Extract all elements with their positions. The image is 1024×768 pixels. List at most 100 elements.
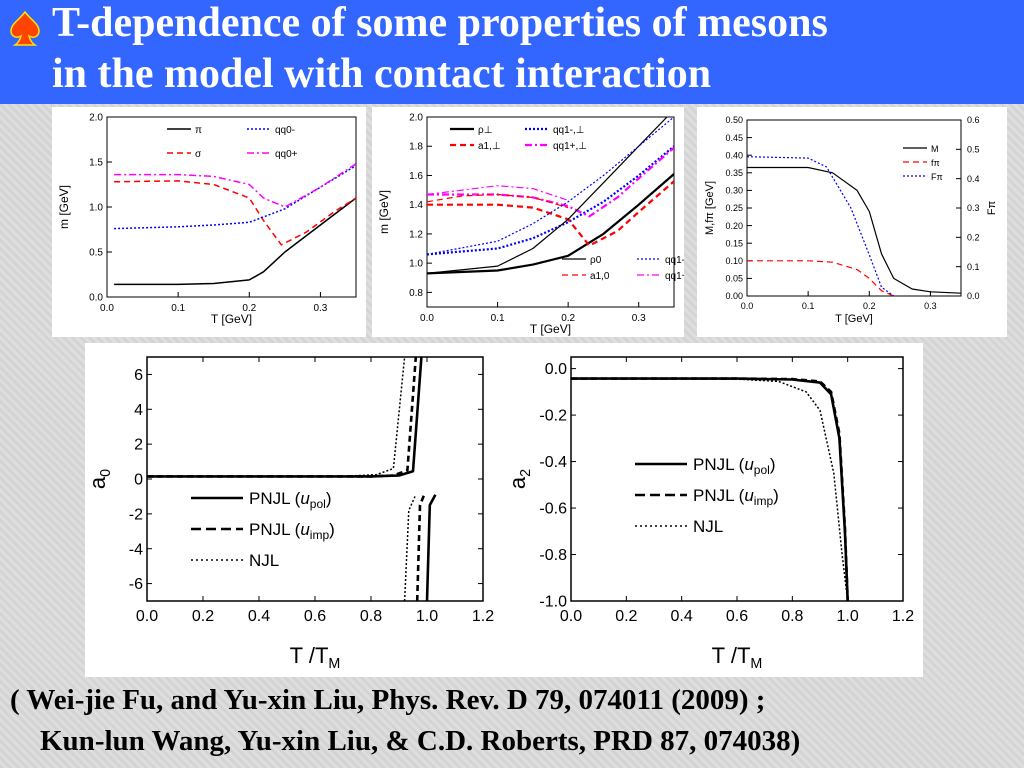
c4-legend-sub: pol (310, 497, 326, 511)
c1-series-1-line (114, 180, 356, 246)
c2-x-tick-label: 0.0 (420, 313, 434, 324)
c2-legend-label: a1,0 (590, 271, 610, 282)
c3-series-2-line (747, 156, 895, 296)
c3-plot-frame (746, 119, 962, 297)
c5-series-group (571, 377, 849, 601)
c2-x-tick-label: 0.1 (491, 313, 505, 324)
c4-x-tick-label: 0.2 (192, 608, 214, 625)
c3-y-tick-label: 0.40 (725, 150, 743, 160)
c4-legend-text: NJL (249, 551, 279, 570)
c4-x-axis-label-text: T /T (290, 643, 329, 668)
c2-y-tick-label: 0.8 (409, 288, 423, 299)
c4-series-2-line (403, 494, 417, 601)
c2-legend-label: ρ⊥ (478, 125, 492, 136)
c4-y-axis-label: a0 (85, 469, 114, 489)
c4-y-tick-label: 4 (134, 402, 143, 419)
c2-series-7-line (427, 185, 569, 201)
c2-x-tick-label: 0.3 (632, 313, 646, 324)
c3-x-axis-label: T [GeV] (835, 313, 873, 325)
c2-series-5-line (427, 117, 674, 255)
c5-legend-var: u (744, 486, 754, 505)
c1-y-tick-label: 0.0 (89, 293, 103, 304)
c4-x-tick-label: 0.8 (360, 608, 382, 625)
c1-series-2-line (114, 164, 356, 230)
c2-series-2-line (427, 180, 674, 247)
c3-y2-tick-label: 0.0 (967, 291, 980, 301)
c2-series-3-line (427, 146, 674, 218)
c2-series-group (427, 117, 674, 275)
c3-x-tick-label: 0.2 (863, 301, 876, 311)
c4-y-tick-label: 0 (134, 472, 143, 489)
c3-y-tick-label: 0.45 (725, 133, 743, 143)
c3-legend-label: M (931, 144, 939, 154)
c4-y-tick-label: -2 (129, 506, 143, 523)
c2-legend-label: a1,⊥ (478, 141, 501, 152)
c4-legend-label: PNJL (upol) (249, 489, 331, 511)
c3-x-tick-label: 0.3 (924, 301, 937, 311)
c4-series-1-line (415, 494, 426, 601)
c5-x-axis-label-text: T /T (712, 643, 751, 668)
c3-y-tick-label: 0.00 (725, 291, 743, 301)
c3-y2-tick-label: 0.2 (967, 232, 980, 242)
c5-y-axis-label-sub: 2 (518, 469, 534, 477)
c3-y-tick-label: 0.20 (725, 221, 743, 231)
chart-5-svg: 0.0 0.2 0.4 0.6 0.8 1.0 1.2 -1.0 -0.8 -0.6 -0.4 -0.… (505, 356, 914, 672)
c3-y-tick-label: 0.50 (725, 115, 743, 125)
c1-x-tick-label: 0.2 (242, 303, 256, 314)
c5-y-tick-label: -1.0 (539, 594, 567, 611)
c5-legend-label: PNJL (upol) (693, 455, 775, 477)
c4-legend-label: NJL (249, 551, 279, 570)
scattering-length-panel: 0.0 0.2 0.4 0.6 0.8 1.0 1.2 -6 -4 -2 0 2 4 6 T /TM a0 PN… (85, 343, 923, 677)
c5-x-axis-label-sub: M (750, 656, 762, 672)
c5-y-axis-label: a2 (505, 469, 534, 489)
title-banner: T-dependence of some properties of meson… (0, 0, 1024, 104)
c4-y-axis-label-text: a (85, 476, 110, 489)
c4-series-1-line (147, 357, 418, 478)
c5-y-tick-label: -0.4 (539, 454, 567, 471)
c1-x-tick-label: 0.1 (171, 303, 185, 314)
c4-series-0-line (425, 494, 437, 601)
slide-title: T-dependence of some properties of meson… (52, 0, 1017, 100)
c2-plot-frame (426, 116, 675, 308)
c2-y-tick-label: 1.2 (409, 229, 423, 240)
c1-series-group (114, 163, 356, 286)
spade-icon (10, 10, 40, 46)
c3-y-tick-label: 0.25 (725, 203, 743, 213)
c3-x-tick-label: 0.1 (802, 301, 815, 311)
c3-y2-tick-label: 0.1 (967, 262, 980, 272)
c4-legend-label: PNJL (uimp) (249, 520, 335, 542)
c5-legend-sub: imp (754, 494, 774, 508)
citation-line-1: ( Wei-jie Fu, and Yu-xin Liu, Phys. Rev.… (10, 684, 766, 716)
c3-series-1-line (747, 260, 894, 296)
title-line-2: in the model with contact interaction (52, 51, 712, 97)
chart-2-svg: 0.0 0.1 0.2 0.3 0.8 1.0 1.2 1.4 1.6 1.8 2.0 T [GeV]… (377, 113, 684, 337)
c5-legend-text: PNJL ( (693, 486, 745, 505)
chart-meson-masses-spin0: 0.0 0.1 0.2 0.3 0.0 0.5 1.0 1.5 2.0 T [GeV] m [GeV… (52, 107, 366, 337)
c1-series-0-line (114, 197, 356, 286)
c4-x-axis-label-sub: M (328, 656, 340, 672)
c2-legend-label: qq1-,⊥ (553, 125, 585, 136)
c4-series-group (147, 357, 437, 601)
c4-series-0-line (147, 357, 423, 478)
c5-legend-text: NJL (693, 517, 723, 536)
c1-x-tick-label: 0.0 (100, 303, 114, 314)
c1-legend-label: qq0- (275, 125, 295, 136)
c5-x-tick-label: 1.2 (892, 608, 914, 625)
c2-y-tick-label: 1.0 (409, 259, 423, 270)
c4-legend-var: u (300, 489, 310, 508)
c2-y-tick-label: 2.0 (409, 113, 423, 124)
c5-x-tick-label: 0.8 (781, 608, 803, 625)
c2-y-axis-label: m [GeV] (377, 190, 391, 234)
c1-y-tick-label: 1.5 (89, 158, 103, 169)
c4-x-axis-label: T /TM (290, 643, 341, 672)
c1-series-3-line (114, 163, 356, 208)
chart-1-svg: 0.0 0.1 0.2 0.3 0.0 0.5 1.0 1.5 2.0 T [GeV] m [GeV… (57, 113, 357, 326)
c1-legend-label: σ (195, 149, 202, 160)
c1-y-tick-label: 1.0 (89, 203, 103, 214)
c3-y2-tick-label: 0.5 (967, 144, 980, 154)
c2-series-0-line (427, 173, 674, 275)
c5-series-1-line (571, 377, 849, 601)
c4-legend-close: ) (329, 520, 335, 539)
c5-y-axis-label-text: a (505, 476, 530, 489)
c2-series-6-line (427, 193, 569, 209)
